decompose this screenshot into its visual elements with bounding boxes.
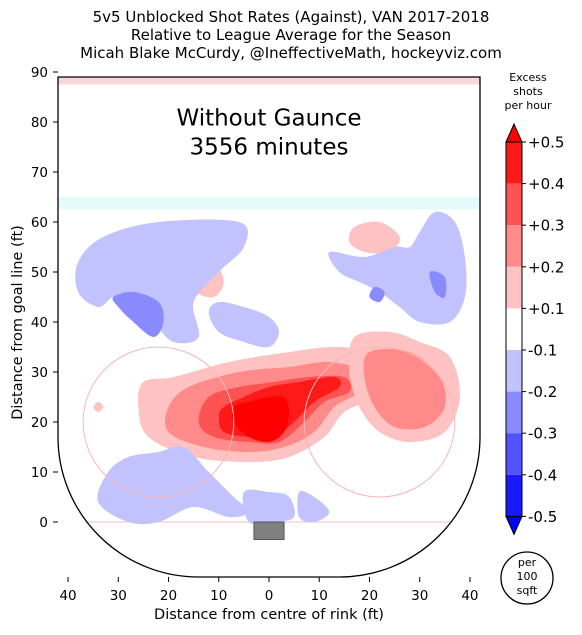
circle-dot-region — [93, 402, 104, 412]
colorbar-tick-label: -0.3 — [528, 425, 557, 443]
circle-dot-region — [374, 417, 385, 427]
colorbar-bin — [506, 266, 522, 309]
annotation-line-1: Without Gaunce — [176, 106, 361, 132]
colorbar-label-line: per hour — [505, 99, 552, 112]
rink-surface — [58, 77, 480, 577]
colorbar-tick-label: -0.2 — [528, 383, 557, 401]
colorbar-tick-label: +0.1 — [528, 300, 564, 318]
upper-left-cold-region — [112, 291, 164, 337]
y-axis-label: Distance from goal line (ft) — [10, 225, 26, 420]
x-tick-label: 40 — [461, 588, 478, 604]
y-tick-label: 0 — [39, 515, 48, 531]
chart-title-line-1: 5v5 Unblocked Shot Rates (Against), VAN … — [92, 8, 490, 26]
left-faceoff-circle — [82, 346, 235, 498]
x-tick-label: 20 — [160, 588, 177, 604]
right-wing-hotspot-region — [363, 348, 446, 430]
colorbar-tick-label: +0.3 — [528, 217, 564, 235]
colorbar-min-arrow — [505, 515, 523, 536]
colorbar-tick-label: -0.5 — [528, 508, 557, 526]
right-low-cold-region — [297, 490, 330, 523]
colorbar-tick-label: -0.4 — [528, 466, 557, 484]
x-tick-label: 20 — [361, 588, 378, 604]
colorbar-label-line: Excess — [509, 71, 547, 84]
upper-right-cold-region — [369, 286, 385, 303]
unit-badge-circle — [500, 551, 554, 605]
goal-net — [253, 521, 285, 540]
colorbar-max-arrow — [505, 122, 523, 143]
x-tick-label: 30 — [411, 588, 428, 604]
y-tick-label: 10 — [31, 465, 48, 481]
unit-badge-text: 100 — [517, 570, 538, 583]
unit-badge-text: per — [518, 556, 537, 569]
y-tick-label: 80 — [31, 115, 48, 131]
colorbar-tick-label: +0.4 — [528, 175, 564, 193]
chart-title-line-2: Relative to League Average for the Seaso… — [130, 26, 452, 44]
x-tick-label: 30 — [110, 588, 127, 604]
center-cold-region — [208, 301, 279, 348]
x-tick-label: 10 — [210, 588, 227, 604]
colorbar-label-line: shots — [513, 85, 543, 98]
x-tick-label: 0 — [265, 588, 274, 604]
y-tick-label: 40 — [31, 315, 48, 331]
y-tick-label: 90 — [31, 65, 48, 81]
crease-cold-region — [242, 489, 295, 525]
upper-left-cold-region — [75, 219, 248, 344]
rink-boundary — [57, 76, 481, 578]
y-tick-label: 30 — [31, 365, 48, 381]
upper-right-blob-region — [348, 221, 400, 254]
colorbar-bin — [506, 142, 522, 184]
y-tick-label: 60 — [31, 215, 48, 231]
colorbar-tick-label: +0.5 — [528, 134, 564, 152]
colorbar-bin — [506, 474, 522, 517]
colorbar-bin — [506, 183, 522, 226]
x-tick-label: 40 — [59, 588, 76, 604]
colorbar-bin — [506, 308, 522, 350]
blue-line — [58, 197, 480, 210]
upper-right-cold-region — [429, 271, 447, 298]
colorbar-bin — [506, 433, 522, 475]
colorbar-tick-label: -0.1 — [528, 342, 557, 360]
slot-core-region — [231, 395, 290, 443]
lower-left-cold-region — [97, 446, 249, 525]
upper-right-cold-region — [328, 211, 467, 325]
circle-dot-region — [153, 417, 164, 427]
chart-title-line-3: Micah Blake McCurdy, @IneffectiveMath, h… — [80, 44, 502, 62]
unit-badge-text: sqft — [517, 584, 538, 597]
y-tick-label: 50 — [31, 265, 48, 281]
x-axis-label: Distance from centre of rink (ft) — [154, 607, 384, 623]
y-tick-label: 70 — [31, 165, 48, 181]
annotation-line-2: 3556 minutes — [190, 135, 349, 161]
colorbar-bin — [506, 225, 522, 267]
colorbar-frame — [505, 141, 523, 517]
right-faceoff-circle — [303, 346, 456, 498]
y-tick-label: 20 — [31, 415, 48, 431]
colorbar-bin — [506, 391, 522, 434]
x-tick-label: 10 — [311, 588, 328, 604]
colorbar-bin — [506, 350, 522, 392]
colorbar-tick-label: +0.2 — [528, 258, 564, 276]
centre-red-line — [58, 77, 480, 85]
